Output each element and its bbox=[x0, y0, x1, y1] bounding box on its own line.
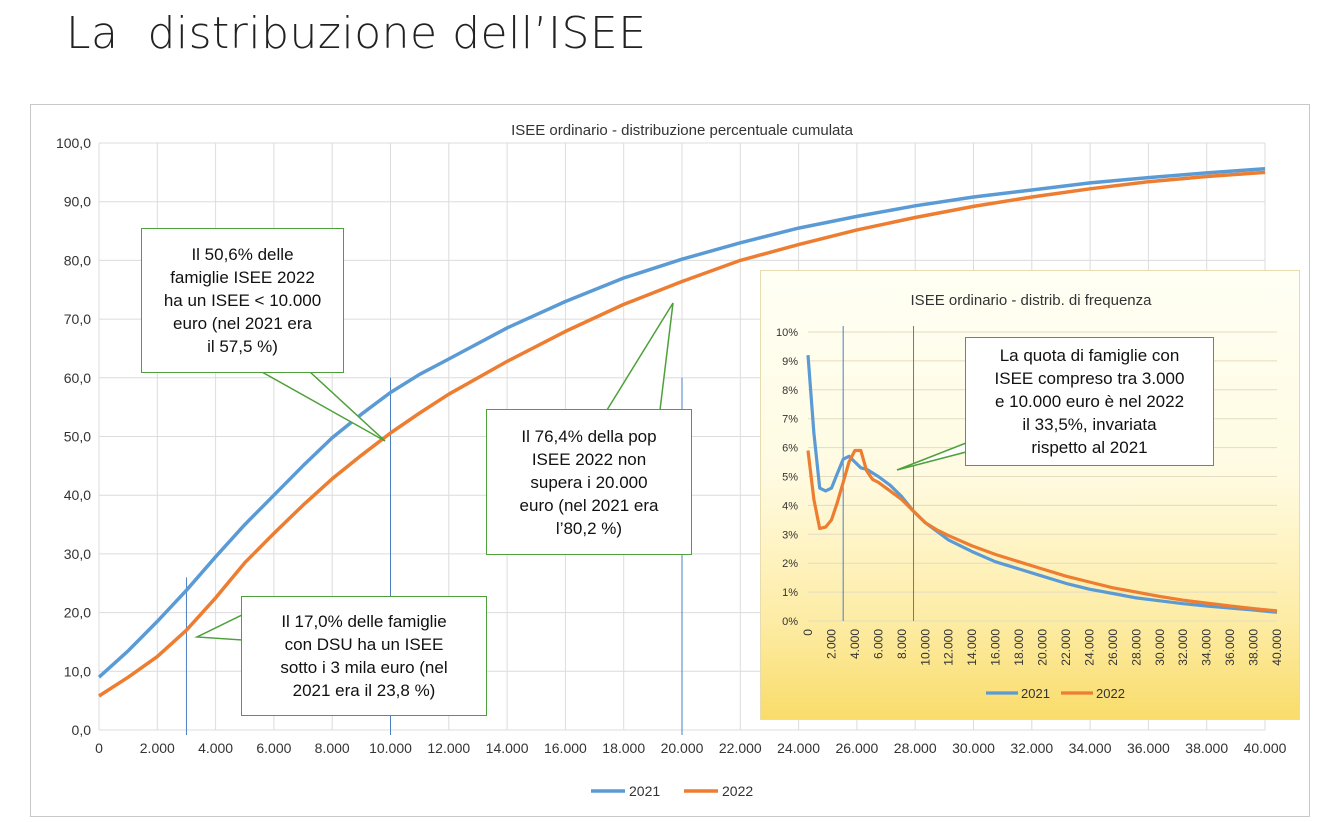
inset-x-tick-label: 24.000 bbox=[1082, 629, 1096, 666]
callout-17-0-pointer bbox=[194, 613, 243, 641]
inset-x-tick-label: 10.000 bbox=[918, 629, 932, 666]
y-tick-label: 0,0 bbox=[72, 722, 92, 738]
inset-y-tick-label: 5% bbox=[782, 472, 798, 484]
inset-y-tick-label: 6% bbox=[782, 443, 798, 455]
inset-legend-label-2022: 2022 bbox=[1096, 686, 1125, 701]
inset-x-tick-label: 26.000 bbox=[1106, 629, 1120, 666]
x-tick-label: 30.000 bbox=[952, 740, 995, 756]
inset-x-tick-label: 34.000 bbox=[1200, 629, 1214, 666]
x-tick-label: 14.000 bbox=[486, 740, 529, 756]
x-tick-label: 24.000 bbox=[777, 740, 820, 756]
inset-x-tick-label: 12.000 bbox=[942, 629, 956, 666]
inset-x-tick-label: 0 bbox=[801, 629, 815, 636]
inset-x-tick-label: 36.000 bbox=[1223, 629, 1237, 666]
inset-y-tick-label: 8% bbox=[782, 385, 798, 397]
x-tick-label: 10.000 bbox=[369, 740, 412, 756]
inset-x-tick-label: 32.000 bbox=[1176, 629, 1190, 666]
inset-x-tick-label: 18.000 bbox=[1012, 629, 1026, 666]
inset-x-tick-label: 28.000 bbox=[1129, 629, 1143, 666]
x-tick-label: 36.000 bbox=[1127, 740, 1170, 756]
inset-x-tick-label: 4.000 bbox=[848, 629, 862, 659]
y-tick-label: 10,0 bbox=[64, 663, 91, 679]
x-tick-label: 18.000 bbox=[602, 740, 645, 756]
x-tick-label: 22.000 bbox=[719, 740, 762, 756]
inset-series-line-2022 bbox=[806, 448, 1278, 613]
x-tick-label: 2.000 bbox=[140, 740, 175, 756]
inset-x-tick-label: 8.000 bbox=[895, 629, 909, 659]
legend-label-2022: 2022 bbox=[722, 783, 753, 799]
x-tick-label: 4.000 bbox=[198, 740, 233, 756]
inset-x-tick-label: 2.000 bbox=[824, 629, 838, 659]
y-tick-label: 30,0 bbox=[64, 546, 91, 562]
series-line-2021 bbox=[97, 167, 1266, 679]
x-tick-label: 12.000 bbox=[427, 740, 470, 756]
y-tick-label: 90,0 bbox=[64, 194, 91, 210]
inset-x-tick-label: 6.000 bbox=[871, 629, 885, 659]
x-tick-label: 40.000 bbox=[1244, 740, 1287, 756]
x-tick-label: 32.000 bbox=[1010, 740, 1053, 756]
y-tick-label: 60,0 bbox=[64, 370, 91, 386]
inset-x-tick-label: 40.000 bbox=[1270, 629, 1284, 666]
inset-y-tick-label: 0% bbox=[782, 616, 798, 628]
y-tick-label: 20,0 bbox=[64, 605, 91, 621]
inset-y-tick-label: 4% bbox=[782, 500, 798, 512]
inset-chart-title: ISEE ordinario - distrib. di frequenza bbox=[911, 292, 1153, 309]
x-tick-label: 20.000 bbox=[661, 740, 704, 756]
callout-17-0: Il 17,0% delle famiglie con DSU ha un IS… bbox=[241, 596, 487, 716]
x-tick-label: 38.000 bbox=[1185, 740, 1228, 756]
x-tick-label: 8.000 bbox=[315, 740, 350, 756]
x-tick-label: 0 bbox=[95, 740, 103, 756]
callout-50-6-pointer bbox=[259, 371, 386, 442]
inset-x-tick-label: 30.000 bbox=[1153, 629, 1167, 666]
inset-x-tick-label: 22.000 bbox=[1059, 629, 1073, 666]
y-tick-label: 40,0 bbox=[64, 487, 91, 503]
y-tick-label: 70,0 bbox=[64, 311, 91, 327]
callout-76-4: Il 76,4% della pop ISEE 2022 non supera … bbox=[486, 409, 692, 555]
inset-x-tick-label: 14.000 bbox=[965, 629, 979, 666]
slide-title: La distribuzione dell’ISEE bbox=[66, 8, 647, 59]
x-tick-label: 16.000 bbox=[544, 740, 587, 756]
series-line-2022 bbox=[98, 170, 1266, 698]
inset-x-tick-label: 20.000 bbox=[1036, 629, 1050, 666]
inset-y-tick-label: 3% bbox=[782, 529, 798, 541]
inset-x-tick-label: 16.000 bbox=[989, 629, 1003, 666]
y-tick-label: 50,0 bbox=[64, 429, 91, 445]
inset-y-tick-label: 2% bbox=[782, 558, 798, 570]
x-tick-label: 6.000 bbox=[256, 740, 291, 756]
x-tick-label: 26.000 bbox=[835, 740, 878, 756]
inset-x-tick-label: 38.000 bbox=[1247, 629, 1261, 666]
callout-33-5: La quota di famiglie con ISEE compreso t… bbox=[965, 337, 1214, 466]
y-tick-label: 100,0 bbox=[56, 135, 91, 151]
inset-legend-label-2021: 2021 bbox=[1021, 686, 1050, 701]
chart-title: ISEE ordinario - distribuzione percentua… bbox=[511, 122, 854, 139]
inset-y-tick-label: 1% bbox=[782, 587, 798, 599]
x-tick-label: 34.000 bbox=[1069, 740, 1112, 756]
inset-y-tick-label: 7% bbox=[782, 414, 798, 426]
legend-label-2021: 2021 bbox=[629, 783, 660, 799]
inset-y-tick-label: 10% bbox=[776, 327, 798, 339]
x-tick-label: 28.000 bbox=[894, 740, 937, 756]
callout-50-6: Il 50,6% delle famiglie ISEE 2022 ha un … bbox=[141, 228, 344, 373]
callout-33-5-pointer bbox=[896, 441, 967, 471]
inset-y-tick-label: 9% bbox=[782, 356, 798, 368]
y-tick-label: 80,0 bbox=[64, 252, 91, 268]
